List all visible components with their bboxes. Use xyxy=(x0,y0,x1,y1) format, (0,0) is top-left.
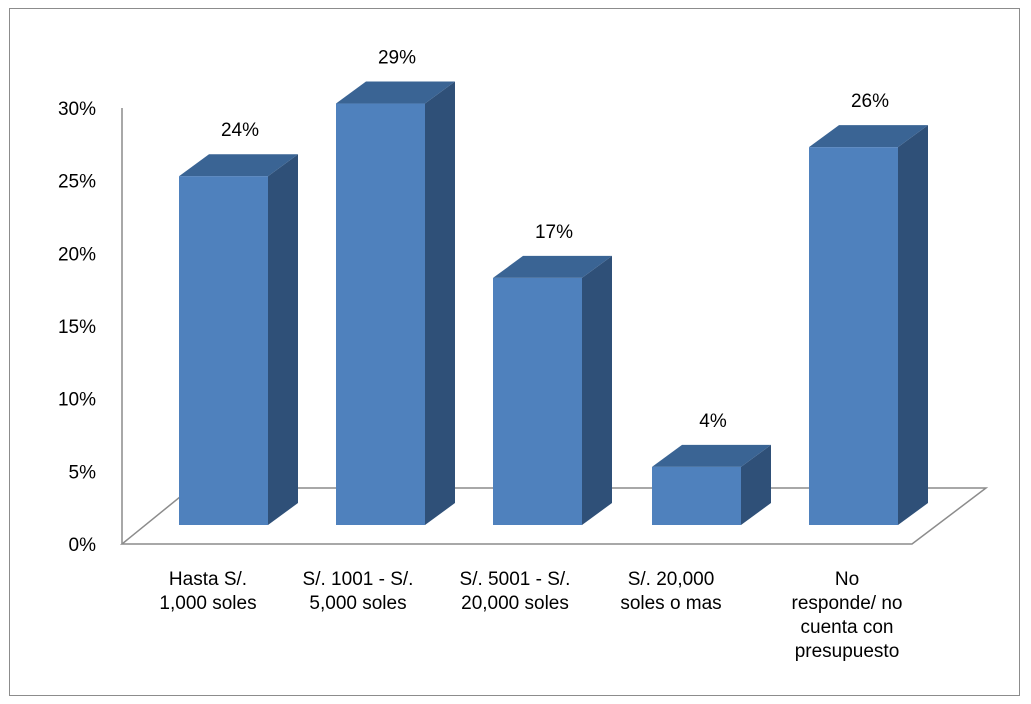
x-tick-label: No responde/ no cuenta con presupuesto xyxy=(792,569,903,662)
bar-top xyxy=(809,125,928,148)
data-label: 29% xyxy=(378,48,416,69)
bar-front xyxy=(809,147,898,525)
bar-chart: 0% 5% 10% 15% 20% 25% 30% 24% 29% 17% 4% 26% Hasta… xyxy=(58,48,989,662)
x-tick-label-line: presupuesto xyxy=(795,641,900,662)
bar-side xyxy=(268,154,298,525)
x-tick-label: Hasta S/. 1,000 soles xyxy=(159,569,256,614)
y-tick-label: 25% xyxy=(58,172,96,193)
x-tick-label-line: soles o mas xyxy=(620,593,721,614)
x-tick-label-line: S/. 20,000 xyxy=(628,569,715,590)
x-tick-label: S/. 20,000 soles o mas xyxy=(620,569,721,614)
data-label: 17% xyxy=(535,222,573,243)
bar-front xyxy=(493,277,582,525)
bar xyxy=(809,125,928,525)
y-tick-label: 30% xyxy=(58,99,96,120)
y-tick-label: 5% xyxy=(69,462,97,483)
y-tick-label: 0% xyxy=(69,535,97,556)
x-tick-label-line: 1,000 soles xyxy=(159,593,256,614)
x-tick-label-line: S/. 5001 - S/. xyxy=(460,569,571,590)
bar-side xyxy=(425,81,455,526)
bar-top xyxy=(652,444,771,467)
x-tick-label-line: 5,000 soles xyxy=(309,593,406,614)
x-tick-label-line: responde/ no xyxy=(792,593,903,614)
x-tick-label-line: Hasta S/. xyxy=(169,569,247,590)
bar-front xyxy=(652,466,741,525)
data-label: 24% xyxy=(221,120,259,141)
y-tick-label: 15% xyxy=(58,317,96,338)
chart-floor xyxy=(119,487,989,545)
bar-side xyxy=(582,255,612,525)
bar xyxy=(336,81,455,526)
bar-side xyxy=(741,444,771,525)
x-axis-labels: Hasta S/. 1,000 soles S/. 1001 - S/. 5,000 … xyxy=(159,569,902,662)
y-tick-label: 10% xyxy=(58,390,96,411)
bar-front xyxy=(336,103,425,526)
chart-frame: 0% 5% 10% 15% 20% 25% 30% 24% 29% 17% 4% 26% Hasta… xyxy=(9,8,1020,696)
bar-front xyxy=(179,176,268,525)
y-axis: 0% 5% 10% 15% 20% 25% 30% xyxy=(58,99,123,556)
y-tick-label: 20% xyxy=(58,244,96,265)
bars xyxy=(179,81,928,526)
bar-side xyxy=(898,125,928,525)
x-tick-label: S/. 5001 - S/. 20,000 soles xyxy=(460,569,571,614)
data-label: 4% xyxy=(699,411,727,432)
bar xyxy=(493,255,612,525)
x-tick-label-line: 20,000 soles xyxy=(461,593,569,614)
bar xyxy=(179,154,298,525)
x-tick-label: S/. 1001 - S/. 5,000 soles xyxy=(303,569,414,614)
x-tick-label-line: S/. 1001 - S/. xyxy=(303,569,414,590)
data-labels: 24% 29% 17% 4% 26% xyxy=(221,48,889,432)
bar-top xyxy=(336,81,455,104)
x-tick-label-line: No xyxy=(835,569,859,590)
bar-top xyxy=(493,255,612,278)
x-tick-label-line: cuenta con xyxy=(801,617,894,638)
chart-floor-outline xyxy=(119,487,989,545)
data-label: 26% xyxy=(851,91,889,112)
bar xyxy=(652,444,771,525)
bar-top xyxy=(179,154,298,177)
